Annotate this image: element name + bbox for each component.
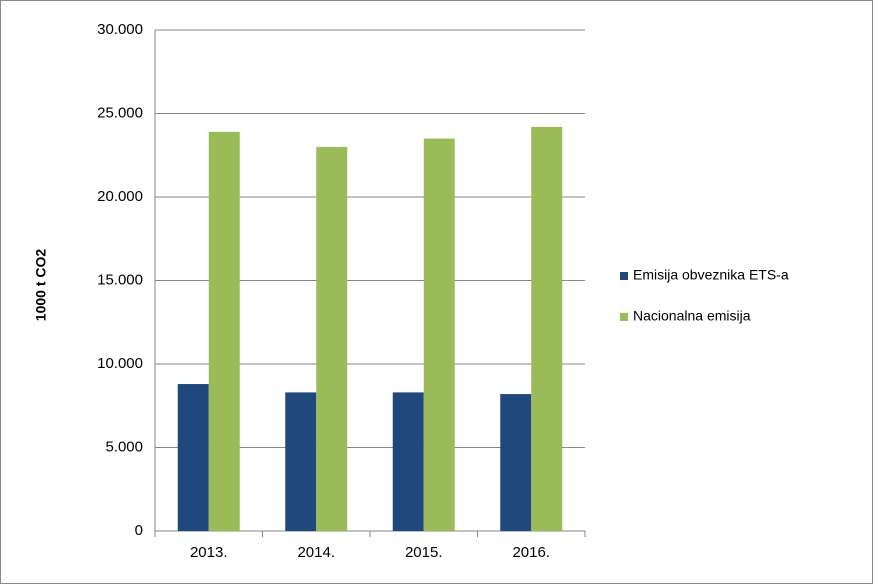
x-tick-label: 2013. [190, 544, 228, 561]
legend-swatch [620, 313, 628, 321]
bar [423, 138, 455, 532]
x-tick-label: 2015. [405, 544, 443, 561]
bar [208, 131, 240, 531]
legend-label: Emisija obveznika ETS-a [633, 267, 789, 283]
bar [392, 392, 424, 531]
x-tick-label: 2014. [297, 544, 335, 561]
bar [531, 126, 563, 532]
bar [285, 392, 317, 531]
y-tick-label: 10.000 [97, 355, 143, 372]
y-tick-label: 30.000 [97, 21, 143, 38]
legend-label: Nacionalna emisija [633, 308, 751, 324]
y-tick-label: 5.000 [105, 438, 143, 455]
y-tick-label: 20.000 [97, 188, 143, 205]
y-tick-label: 15.000 [97, 271, 143, 288]
legend-swatch [620, 272, 628, 280]
y-tick-label: 0 [135, 522, 143, 539]
y-tick-label: 25.000 [97, 104, 143, 121]
x-tick-label: 2016. [512, 544, 550, 561]
y-axis-title: 1000 t CO2 [33, 249, 49, 322]
bar [500, 394, 532, 531]
bar [316, 146, 348, 531]
bar [177, 384, 209, 531]
